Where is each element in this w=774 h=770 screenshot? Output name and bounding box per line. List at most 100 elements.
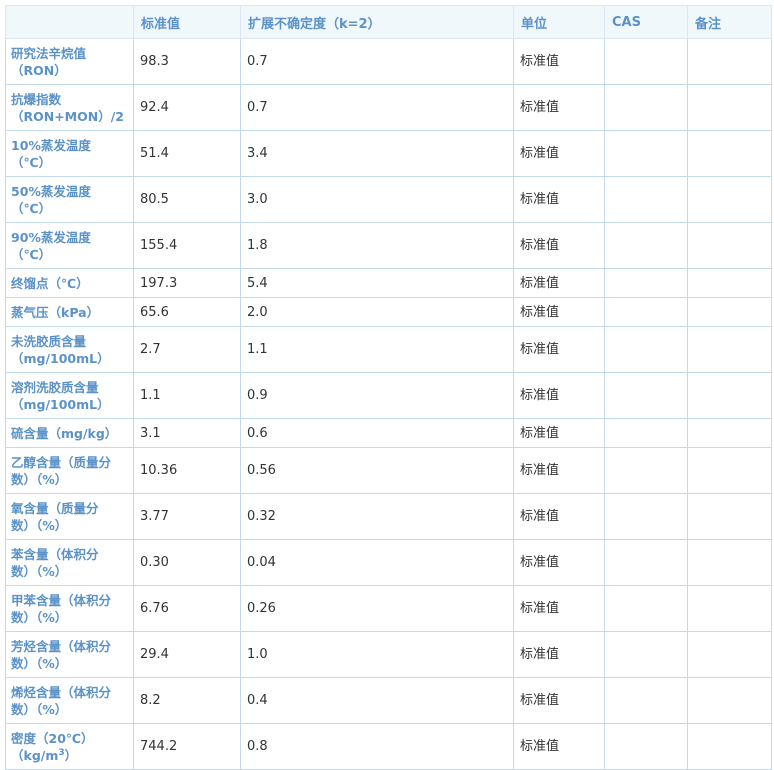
row-name-line1: 10%蒸发温度 [11, 137, 91, 153]
row-name-cell: 未洗胶质含量 （mg/100mL） [5, 326, 134, 373]
row-name-line2-text: 数）（%） [11, 655, 68, 671]
standard-value-cell: 1.1 [133, 372, 241, 419]
row-name-line2-text: （RON+MON）/2 [11, 108, 124, 124]
row-name-cell: 抗爆指数 （RON+MON）/2 [5, 84, 134, 131]
row-name-line1: 氧含量（质量分 [11, 500, 99, 516]
remarks-cell [687, 268, 772, 298]
row-name-line1: 苯含量（体积分 [11, 546, 99, 562]
standard-value-cell: 8.2 [133, 677, 241, 724]
header-name [5, 5, 134, 39]
unit-cell: 标准值 [513, 539, 605, 586]
remarks-cell [687, 631, 772, 678]
uncertainty-cell: 0.26 [240, 585, 514, 632]
row-name-cell: 50%蒸发温度 （℃） [5, 176, 134, 223]
row-name-line1: 抗爆指数 [11, 91, 62, 107]
row-name-cell: 硫含量（mg/kg） [5, 418, 134, 448]
remarks-cell [687, 130, 772, 177]
remarks-cell [687, 539, 772, 586]
remarks-cell [687, 677, 772, 724]
cas-cell [604, 677, 688, 724]
row-name-cell: 芳烃含量（体积分 数）（%） [5, 631, 134, 678]
row-name-line2-text: （mg/100mL） [11, 350, 110, 366]
row-name-cell: 苯含量（体积分 数）（%） [5, 539, 134, 586]
row-name-line2-text: 数）（%） [11, 517, 68, 533]
row-name-line2-text: 数）（%） [11, 563, 68, 579]
cas-cell [604, 84, 688, 131]
row-name-line1: 50%蒸发温度 [11, 183, 91, 199]
table-row: 抗爆指数 （RON+MON）/2 92.4 0.7 标准值 [5, 84, 772, 131]
remarks-cell [687, 297, 772, 327]
uncertainty-cell: 0.7 [240, 38, 514, 85]
table-row: 90%蒸发温度 （℃） 155.4 1.8 标准值 [5, 222, 772, 269]
uncertainty-cell: 3.4 [240, 130, 514, 177]
unit-cell: 标准值 [513, 447, 605, 494]
standard-value-cell: 10.36 [133, 447, 241, 494]
standard-value-cell: 2.7 [133, 326, 241, 373]
row-name-line1: 终馏点（℃） [11, 275, 89, 291]
row-name-line1: 90%蒸发温度 [11, 229, 91, 245]
standard-value-cell: 51.4 [133, 130, 241, 177]
row-name-line2: （kg/m3） [11, 747, 128, 764]
standard-value-cell: 29.4 [133, 631, 241, 678]
row-name-cell: 研究法辛烷值 （RON） [5, 38, 134, 85]
standard-value-cell: 6.76 [133, 585, 241, 632]
remarks-cell [687, 38, 772, 85]
row-name-line2: （℃） [11, 200, 128, 217]
uncertainty-cell: 0.56 [240, 447, 514, 494]
remarks-cell [687, 493, 772, 540]
table-row: 溶剂洗胶质含量 （mg/100mL） 1.1 0.9 标准值 [5, 372, 772, 419]
remarks-cell [687, 418, 772, 448]
unit-cell: 标准值 [513, 176, 605, 223]
row-name-line1: 烯烃含量（体积分 [11, 684, 112, 700]
cas-cell [604, 539, 688, 586]
standard-value-cell: 744.2 [133, 723, 241, 770]
unit-cell: 标准值 [513, 222, 605, 269]
unit-cell: 标准值 [513, 130, 605, 177]
row-name-cell: 甲苯含量（体积分 数）（%） [5, 585, 134, 632]
row-name-line2-text: 数）（%） [11, 471, 68, 487]
row-name-cell: 终馏点（℃） [5, 268, 134, 298]
remarks-cell [687, 84, 772, 131]
header-row: 标准值 扩展不确定度（k=2） 单位 CAS 备注 [5, 5, 772, 39]
remarks-cell [687, 326, 772, 373]
standard-value-cell: 98.3 [133, 38, 241, 85]
row-name-line2: （mg/100mL） [11, 396, 128, 413]
table-row: 烯烃含量（体积分 数）（%） 8.2 0.4 标准值 [5, 677, 772, 724]
table-row: 10%蒸发温度 （℃） 51.4 3.4 标准值 [5, 130, 772, 177]
row-name-line2: 数）（%） [11, 517, 128, 534]
row-name-line2-text: （℃） [11, 246, 52, 262]
table-row: 蒸气压（kPa） 65.6 2.0 标准值 [5, 297, 772, 327]
table-row: 硫含量（mg/kg） 3.1 0.6 标准值 [5, 418, 772, 448]
row-name-line2-text: （RON） [11, 62, 67, 78]
uncertainty-cell: 1.1 [240, 326, 514, 373]
unit-cell: 标准值 [513, 268, 605, 298]
unit-cell: 标准值 [513, 585, 605, 632]
header-unit: 单位 [513, 5, 605, 39]
row-name-cell: 乙醇含量（质量分 数）（%） [5, 447, 134, 494]
row-name-cell: 氧含量（质量分 数）（%） [5, 493, 134, 540]
remarks-cell [687, 222, 772, 269]
cas-cell [604, 268, 688, 298]
standard-value-cell: 92.4 [133, 84, 241, 131]
cas-cell [604, 297, 688, 327]
uncertainty-cell: 0.6 [240, 418, 514, 448]
remarks-cell [687, 176, 772, 223]
header-remarks: 备注 [687, 5, 772, 39]
table-row: 研究法辛烷值 （RON） 98.3 0.7 标准值 [5, 38, 772, 85]
standard-value-cell: 3.77 [133, 493, 241, 540]
unit-cell: 标准值 [513, 297, 605, 327]
cas-cell [604, 493, 688, 540]
uncertainty-cell: 1.8 [240, 222, 514, 269]
table-row: 甲苯含量（体积分 数）（%） 6.76 0.26 标准值 [5, 585, 772, 632]
uncertainty-cell: 0.9 [240, 372, 514, 419]
cas-cell [604, 372, 688, 419]
table-row: 终馏点（℃） 197.3 5.4 标准值 [5, 268, 772, 298]
uncertainty-cell: 0.4 [240, 677, 514, 724]
row-name-line2-text: 数）（%） [11, 701, 68, 717]
unit-cell: 标准值 [513, 38, 605, 85]
row-name-line2: 数）（%） [11, 563, 128, 580]
row-name-line1: 甲苯含量（体积分 [11, 592, 112, 608]
uncertainty-cell: 5.4 [240, 268, 514, 298]
table-row: 苯含量（体积分 数）（%） 0.30 0.04 标准值 [5, 539, 772, 586]
uncertainty-cell: 3.0 [240, 176, 514, 223]
